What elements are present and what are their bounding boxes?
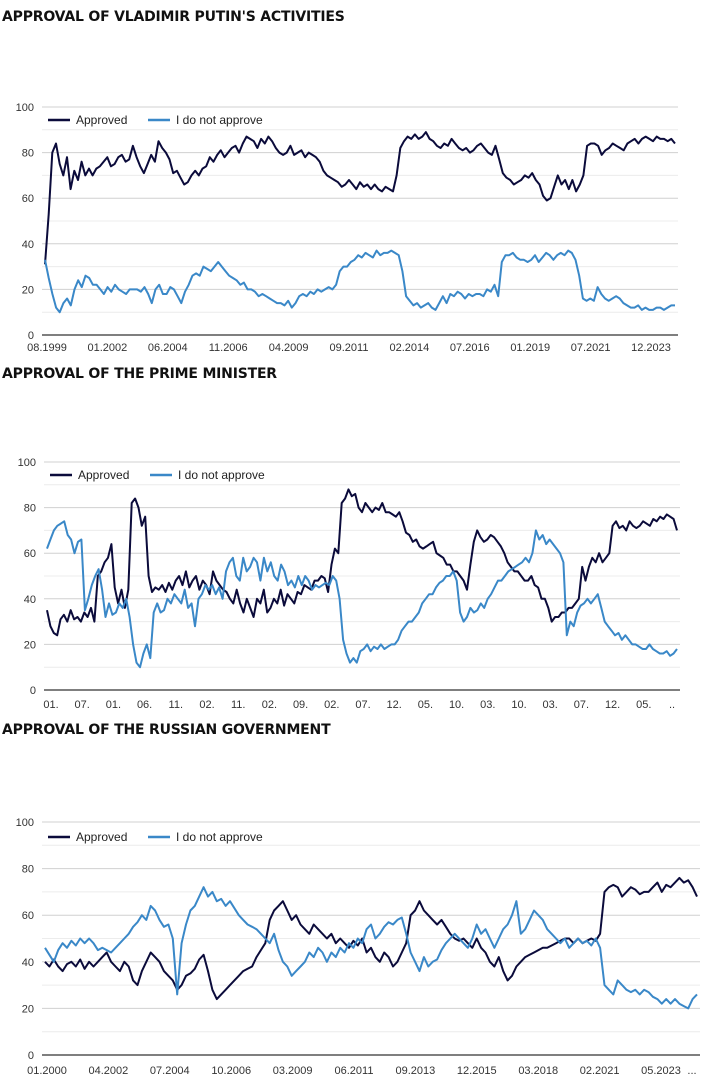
y-tick-label: 40 [22,239,34,251]
y-tick-label: 100 [18,457,36,469]
y-tick-label: 100 [16,102,34,114]
x-tick-label: 01.2019 [510,342,550,354]
y-tick-label: 0 [28,1050,34,1062]
x-tick-label: 03.2018 [518,1065,558,1077]
x-tick-label: 05. [418,699,433,711]
x-tick-label: 03.2009 [273,1065,313,1077]
series-line-do-not-approve [44,886,698,1010]
x-tick-label: 02.2021 [580,1065,620,1077]
x-tick-label: 09.2013 [396,1065,436,1077]
series-line-do-not-approve [44,249,675,314]
legend-label: Approved [76,830,127,844]
x-tick-label: 11. [169,699,183,711]
y-tick-label: 60 [22,193,34,205]
series-line-approved [44,876,698,1001]
chart-title: APPROVAL OF VLADIMIR PUTIN'S ACTIVITIES [2,9,345,25]
x-tick-label: 10.2006 [211,1065,251,1077]
x-tick-label: 06.2004 [148,342,188,354]
x-tick-label: 05.2023 [641,1065,681,1077]
x-tick-label: 02.2014 [390,342,430,354]
x-tick-label: 07. [355,699,370,711]
x-tick-label: 07.2016 [450,342,490,354]
legend: Approved I do not approve [48,113,263,127]
x-tick-label: 03. [543,699,558,711]
x-tick-label: 12.2015 [457,1065,497,1077]
x-tick-label: 02. [262,699,277,711]
x-tick-label: 12.2023 [631,342,671,354]
y-tick-label: 20 [24,639,36,651]
y-tick-label: 80 [22,864,34,876]
x-tick-label: 02. [199,699,214,711]
y-tick-label: 0 [28,330,34,342]
x-tick-label: 09. [293,699,308,711]
x-tick-label: 08.1999 [27,342,67,354]
y-tick-label: 0 [30,685,36,697]
y-tick-label: 100 [16,817,34,829]
legend: Approved I do not approve [48,830,263,844]
series-line-do-not-approve [46,520,678,669]
x-tick-label: 12. [387,699,402,711]
prime-minister-approval-chart: 0 20 40 60 80 100 01. 07. 01. 06. 11. 02. 11. 02. 09. 0… [18,457,680,711]
y-tick-label: 40 [22,957,34,969]
x-tick-label: .. [669,699,675,711]
chart-title: APPROVAL OF THE PRIME MINISTER [2,366,277,382]
government-approval-chart: 0 20 40 60 80 100 01.2000 04.2002 07.2004 10.2006… [16,817,700,1077]
x-tick-label: 09.2011 [330,342,369,354]
x-tick-label: 06. [137,699,152,711]
y-tick-label: 60 [22,910,34,922]
x-tick-label: 04.2002 [89,1065,129,1077]
x-tick-label: 05. [636,699,651,711]
y-tick-label: 20 [22,284,34,296]
y-tick-label: 80 [24,503,36,515]
x-tick-label: 01.2002 [88,342,128,354]
x-tick-label: 01.2000 [27,1065,67,1077]
chart-title: APPROVAL OF THE RUSSIAN GOVERNMENT [2,722,331,738]
x-tick-label: 01. [43,699,58,711]
x-tick-label: 07. [75,699,90,711]
x-tick-label: 01. [106,699,121,711]
y-tick-label: 60 [24,548,36,560]
legend: Approved I do not approve [50,468,265,482]
x-tick-label: 11. [231,699,245,711]
series-line-approved [46,488,678,637]
x-tick-label: 07.2004 [150,1065,190,1077]
x-tick-label: ... [687,1065,696,1077]
x-tick-label: 02. [324,699,339,711]
legend-label: Approved [76,113,127,127]
y-tick-label: 20 [22,1003,34,1015]
legend-label: I do not approve [176,113,263,127]
putin-approval-chart: 0 20 40 60 80 100 08.1999 01.2002 06.2004 11.2006… [16,102,678,354]
legend-label: Approved [78,468,129,482]
legend-label: I do not approve [178,468,265,482]
x-tick-label: 12. [605,699,620,711]
legend-label: I do not approve [176,830,263,844]
x-tick-label: 07. [574,699,589,711]
y-tick-label: 40 [24,594,36,606]
y-tick-label: 80 [22,148,34,160]
x-tick-label: 10. [449,699,464,711]
x-tick-label: 06.2011 [335,1065,374,1077]
x-tick-label: 03. [480,699,495,711]
x-tick-label: 04.2009 [269,342,309,354]
x-tick-label: 07.2021 [571,342,611,354]
series-line-approved [44,131,676,265]
x-tick-label: 11.2006 [209,342,248,354]
x-tick-label: 10. [511,699,526,711]
